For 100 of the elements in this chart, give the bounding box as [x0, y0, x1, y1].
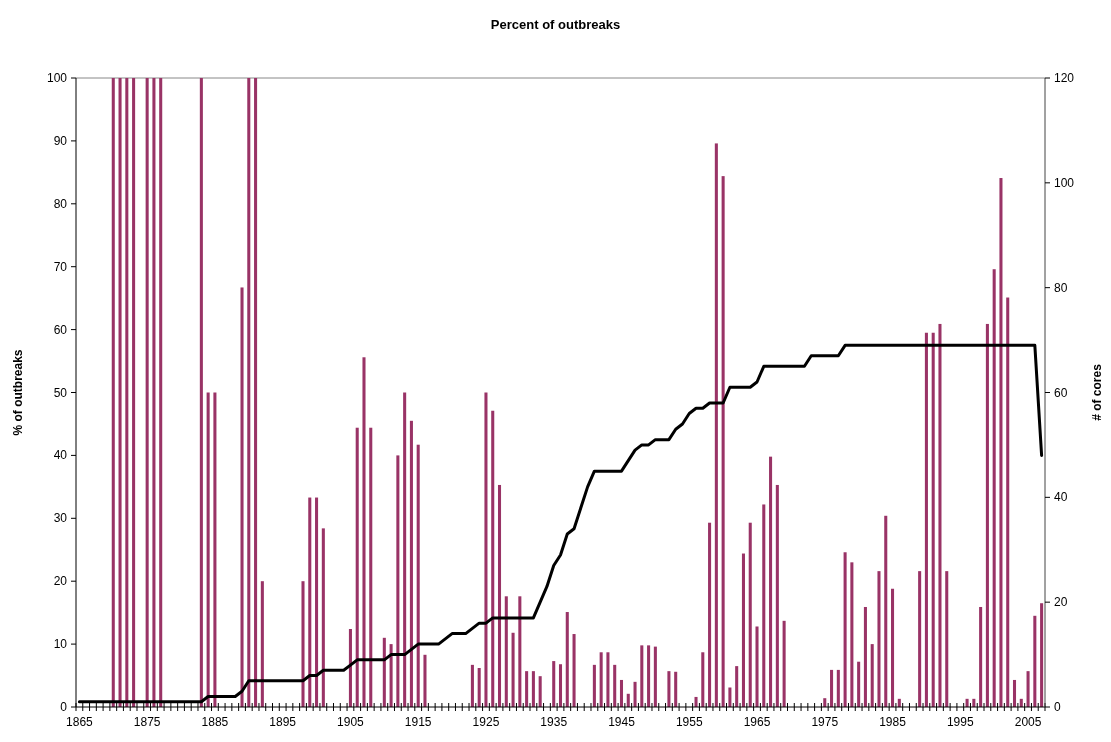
bar — [647, 645, 651, 707]
bar — [701, 652, 705, 707]
x-tick-label: 1955 — [675, 715, 703, 729]
bar — [572, 634, 576, 707]
bar — [979, 606, 983, 707]
bar — [924, 332, 928, 707]
bar — [667, 671, 671, 707]
bar — [145, 78, 149, 707]
bar — [199, 78, 203, 707]
bar — [423, 654, 427, 707]
x-tick-label: 2005 — [1014, 715, 1042, 729]
y-tick-label: 70 — [53, 259, 68, 274]
bar — [558, 664, 563, 707]
bar — [477, 668, 481, 707]
bar — [870, 644, 874, 707]
bar — [843, 552, 847, 707]
y-tick-label: 100 — [46, 71, 68, 85]
bar — [782, 620, 786, 707]
y-tick-label: 60 — [53, 322, 68, 337]
bar — [836, 669, 840, 707]
bar — [518, 596, 522, 707]
bar — [721, 176, 725, 707]
bar — [308, 497, 312, 707]
bar — [396, 455, 400, 707]
y-tick-label: 30 — [53, 511, 68, 526]
bar — [470, 664, 474, 707]
bar — [714, 143, 718, 707]
y-tick-label: 40 — [53, 448, 68, 463]
bar — [1040, 603, 1044, 707]
bar — [240, 287, 244, 707]
bar — [877, 571, 881, 707]
bar — [315, 497, 319, 707]
y-tick-label: 80 — [53, 196, 68, 211]
bar — [694, 696, 698, 707]
bar — [674, 671, 678, 707]
bar — [118, 78, 122, 707]
y-tick-label: 20 — [53, 574, 68, 589]
bar — [125, 78, 129, 707]
bar — [552, 661, 556, 707]
y-tick-label: 90 — [53, 133, 68, 148]
bar — [599, 652, 603, 707]
x-tick-label: 1975 — [811, 715, 839, 729]
bar — [992, 269, 996, 707]
bar — [640, 645, 644, 707]
bar — [348, 629, 352, 707]
bar — [741, 553, 745, 707]
bar — [728, 687, 732, 707]
bar — [762, 504, 766, 707]
bar — [857, 661, 861, 707]
bar — [613, 664, 617, 707]
bar — [938, 323, 942, 707]
bar — [254, 78, 258, 707]
bar — [301, 581, 305, 707]
bar — [884, 515, 888, 707]
bar — [653, 646, 657, 707]
bar — [355, 427, 359, 707]
bar — [708, 522, 712, 707]
x-tick-label: 1985 — [879, 715, 907, 729]
bar — [918, 571, 922, 707]
y2-tick-label: 0 — [1054, 700, 1061, 714]
y2-axis-title: # of cores — [1090, 363, 1104, 421]
bar — [863, 606, 867, 707]
bar — [619, 679, 624, 707]
bar — [247, 78, 251, 707]
bar — [531, 671, 535, 707]
bar — [206, 392, 210, 707]
x-tick-label: 1865 — [66, 715, 94, 729]
x-tick-label: 1915 — [404, 715, 432, 729]
bar — [484, 392, 488, 707]
bar — [213, 392, 217, 707]
bar — [1006, 297, 1010, 707]
chart-title: Percent of outbreaks — [490, 17, 621, 32]
bar — [626, 693, 630, 707]
x-tick-label: 1875 — [133, 715, 161, 729]
bar — [504, 596, 508, 707]
bar — [159, 78, 163, 707]
bar — [755, 626, 759, 707]
bar — [403, 392, 407, 707]
bar — [565, 612, 569, 707]
bar — [260, 581, 264, 707]
bar — [891, 588, 895, 707]
bar — [497, 484, 502, 707]
bar — [491, 410, 495, 707]
x-tick-label: 1965 — [743, 715, 771, 729]
bar — [606, 652, 610, 707]
y-tick-label: 50 — [53, 385, 68, 400]
bar — [931, 332, 935, 707]
bar — [1033, 615, 1037, 707]
bar — [748, 522, 752, 707]
x-tick-label: 1885 — [201, 715, 229, 729]
bar — [538, 676, 542, 707]
bar — [152, 78, 156, 707]
bar — [592, 664, 596, 707]
y2-tick-label: 40 — [1054, 490, 1068, 505]
bar — [1026, 671, 1030, 707]
y2-tick-label: 80 — [1054, 280, 1068, 295]
x-tick-label: 1945 — [608, 715, 636, 729]
bar — [830, 669, 834, 707]
bar — [1012, 679, 1017, 707]
y2-tick-label: 100 — [1054, 175, 1075, 190]
